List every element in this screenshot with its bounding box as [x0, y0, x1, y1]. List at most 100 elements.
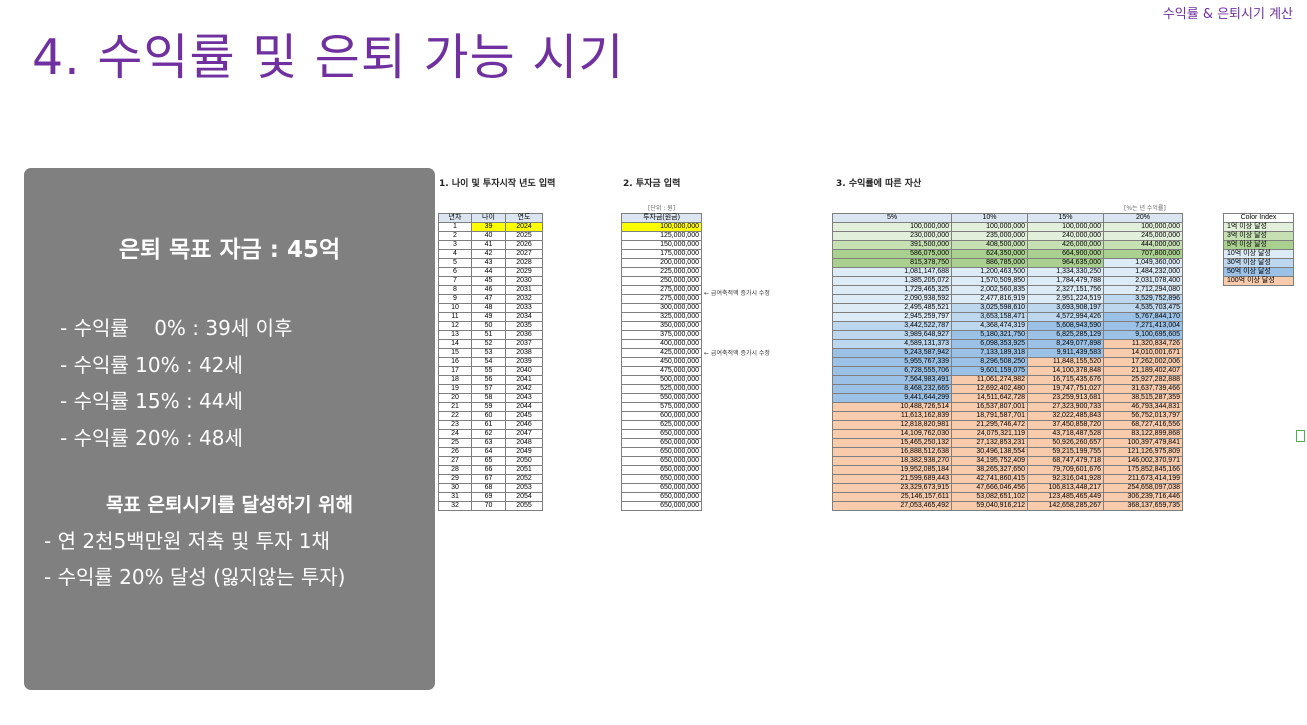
- row-asset-cell[interactable]: 100,000,000: [1027, 222, 1104, 232]
- row-asset-cell[interactable]: 27,323,900,733: [1027, 402, 1104, 412]
- row-asset-cell[interactable]: 30,496,138,554: [951, 447, 1028, 457]
- row-year-cell[interactable]: 2029: [505, 267, 543, 277]
- row-year-cell[interactable]: 2033: [505, 303, 543, 313]
- row-investment-cell[interactable]: 200,000,000: [621, 258, 702, 268]
- row-year-index-cell[interactable]: 6: [438, 267, 472, 277]
- row-year-index-cell[interactable]: 16: [438, 357, 472, 367]
- row-asset-cell[interactable]: 14,100,378,848: [1027, 366, 1104, 376]
- row-asset-cell[interactable]: 3,693,908,197: [1027, 303, 1104, 313]
- row-asset-cell[interactable]: 964,635,000: [1027, 258, 1104, 268]
- row-investment-cell[interactable]: 600,000,000: [621, 411, 702, 421]
- row-asset-cell[interactable]: 6,098,353,925: [951, 339, 1028, 349]
- row-asset-cell[interactable]: 230,000,000: [832, 231, 952, 241]
- header-cell[interactable]: 년차: [438, 213, 472, 223]
- row-year-cell[interactable]: 2047: [505, 429, 543, 439]
- row-asset-cell[interactable]: 100,397,479,841: [1103, 438, 1183, 448]
- row-age-cell[interactable]: 49: [471, 312, 506, 322]
- row-asset-cell[interactable]: 1,200,463,500: [951, 267, 1028, 277]
- row-asset-cell[interactable]: 38,515,287,359: [1103, 393, 1183, 403]
- row-asset-cell[interactable]: 5,767,844,170: [1103, 312, 1183, 322]
- row-asset-cell[interactable]: 240,000,000: [1027, 231, 1104, 241]
- row-year-index-cell[interactable]: 3: [438, 240, 472, 250]
- row-year-index-cell[interactable]: 26: [438, 447, 472, 457]
- row-asset-cell[interactable]: 25,146,157,611: [832, 492, 952, 502]
- row-investment-cell[interactable]: 500,000,000: [621, 375, 702, 385]
- row-investment-cell[interactable]: 325,000,000: [621, 312, 702, 322]
- row-year-cell[interactable]: 2038: [505, 348, 543, 358]
- row-year-cell[interactable]: 2052: [505, 474, 543, 484]
- row-age-cell[interactable]: 39: [471, 222, 506, 232]
- row-asset-cell[interactable]: 19,747,751,027: [1027, 384, 1104, 394]
- row-asset-cell[interactable]: 9,911,439,583: [1027, 348, 1104, 358]
- row-asset-cell[interactable]: 707,800,000: [1103, 249, 1183, 259]
- row-asset-cell[interactable]: 92,316,041,928: [1027, 474, 1104, 484]
- row-asset-cell[interactable]: 79,709,601,676: [1027, 465, 1104, 475]
- row-asset-cell[interactable]: 18,382,938,270: [832, 456, 952, 466]
- row-asset-cell[interactable]: 31,637,739,466: [1103, 384, 1183, 394]
- row-year-cell[interactable]: 2036: [505, 330, 543, 340]
- row-investment-cell[interactable]: 650,000,000: [621, 456, 702, 466]
- row-year-cell[interactable]: 2042: [505, 384, 543, 394]
- row-asset-cell[interactable]: 2,712,294,080: [1103, 285, 1183, 295]
- row-asset-cell[interactable]: 3,989,648,927: [832, 330, 952, 340]
- row-asset-cell[interactable]: 21,189,402,407: [1103, 366, 1183, 376]
- row-investment-cell[interactable]: 475,000,000: [621, 366, 702, 376]
- row-investment-cell[interactable]: 575,000,000: [621, 402, 702, 412]
- row-investment-cell[interactable]: 650,000,000: [621, 501, 702, 511]
- row-asset-cell[interactable]: 16,715,435,676: [1027, 375, 1104, 385]
- row-year-index-cell[interactable]: 18: [438, 375, 472, 385]
- row-asset-cell[interactable]: 815,378,750: [832, 258, 952, 268]
- row-asset-cell[interactable]: 624,350,000: [951, 249, 1028, 259]
- row-asset-cell[interactable]: 12,818,820,981: [832, 420, 952, 430]
- row-asset-cell[interactable]: 68,747,479,718: [1027, 456, 1104, 466]
- row-asset-cell[interactable]: 1,729,465,325: [832, 285, 952, 295]
- row-asset-cell[interactable]: 59,215,199,755: [1027, 447, 1104, 457]
- row-asset-cell[interactable]: 4,589,131,373: [832, 339, 952, 349]
- row-age-cell[interactable]: 63: [471, 438, 506, 448]
- row-asset-cell[interactable]: 21,295,746,472: [951, 420, 1028, 430]
- legend-item-cell[interactable]: 3억 이상 달성: [1223, 231, 1294, 241]
- row-asset-cell[interactable]: 2,477,816,919: [951, 294, 1028, 304]
- row-asset-cell[interactable]: 3,529,752,896: [1103, 294, 1183, 304]
- row-asset-cell[interactable]: 19,952,085,184: [832, 465, 952, 475]
- header-cell[interactable]: 5%: [832, 213, 952, 223]
- row-asset-cell[interactable]: 4,368,474,319: [951, 321, 1028, 331]
- row-asset-cell[interactable]: 106,813,448,217: [1027, 483, 1104, 493]
- row-age-cell[interactable]: 52: [471, 339, 506, 349]
- row-age-cell[interactable]: 70: [471, 501, 506, 511]
- row-age-cell[interactable]: 60: [471, 411, 506, 421]
- row-investment-cell[interactable]: 175,000,000: [621, 249, 702, 259]
- row-asset-cell[interactable]: 1,334,330,250: [1027, 267, 1104, 277]
- header-cell[interactable]: 연도: [505, 213, 543, 223]
- row-year-cell[interactable]: 2054: [505, 492, 543, 502]
- row-asset-cell[interactable]: 245,000,000: [1103, 231, 1183, 241]
- row-age-cell[interactable]: 54: [471, 357, 506, 367]
- row-investment-cell[interactable]: 375,000,000: [621, 330, 702, 340]
- row-asset-cell[interactable]: 235,000,000: [951, 231, 1028, 241]
- row-year-cell[interactable]: 2032: [505, 294, 543, 304]
- row-asset-cell[interactable]: 16,537,807,001: [951, 402, 1028, 412]
- row-asset-cell[interactable]: 7,133,189,318: [951, 348, 1028, 358]
- row-age-cell[interactable]: 61: [471, 420, 506, 430]
- row-asset-cell[interactable]: 1,049,360,000: [1103, 258, 1183, 268]
- row-age-cell[interactable]: 48: [471, 303, 506, 313]
- row-age-cell[interactable]: 57: [471, 384, 506, 394]
- row-year-index-cell[interactable]: 5: [438, 258, 472, 268]
- header-cell[interactable]: 15%: [1027, 213, 1104, 223]
- row-investment-cell[interactable]: 650,000,000: [621, 447, 702, 457]
- row-age-cell[interactable]: 67: [471, 474, 506, 484]
- legend-item-cell[interactable]: 100억 이상 달성: [1223, 276, 1294, 286]
- row-asset-cell[interactable]: 4,535,703,475: [1103, 303, 1183, 313]
- row-asset-cell[interactable]: 886,785,000: [951, 258, 1028, 268]
- row-asset-cell[interactable]: 6,728,555,706: [832, 366, 952, 376]
- row-asset-cell[interactable]: 7,564,983,491: [832, 375, 952, 385]
- row-year-cell[interactable]: 2043: [505, 393, 543, 403]
- row-year-cell[interactable]: 2044: [505, 402, 543, 412]
- row-year-index-cell[interactable]: 32: [438, 501, 472, 511]
- row-asset-cell[interactable]: 18,791,587,701: [951, 411, 1028, 421]
- row-investment-cell[interactable]: 650,000,000: [621, 465, 702, 475]
- row-asset-cell[interactable]: 146,002,370,971: [1103, 456, 1183, 466]
- row-asset-cell[interactable]: 5,243,587,942: [832, 348, 952, 358]
- legend-header-cell[interactable]: Color Index: [1223, 213, 1294, 223]
- row-asset-cell[interactable]: 27,132,853,231: [951, 438, 1028, 448]
